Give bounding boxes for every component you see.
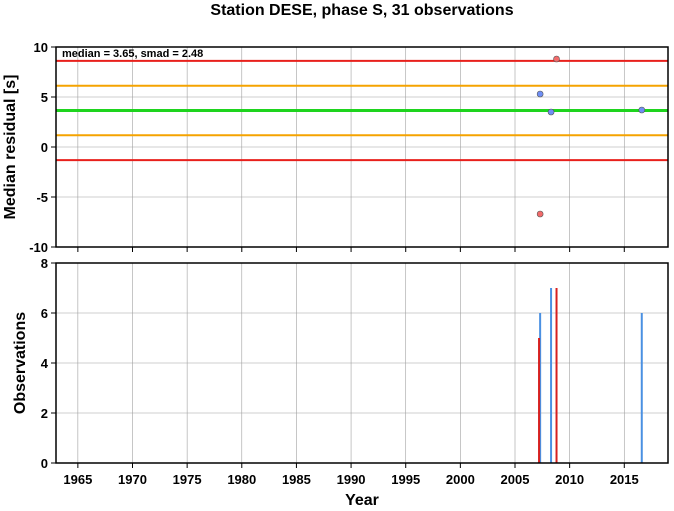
- x-tick-label: 1975: [173, 472, 202, 487]
- data-point: [638, 106, 646, 114]
- residual-reference-lines: [56, 59, 668, 162]
- data-point: [536, 90, 544, 98]
- y-tick-label: 8: [41, 256, 48, 271]
- x-tick-label: 1965: [63, 472, 92, 487]
- y-tick-label: 5: [41, 90, 48, 105]
- data-point: [553, 55, 560, 63]
- stats-annotation: median = 3.65, smad = 2.48: [62, 48, 203, 60]
- y-tick-label: 4: [41, 356, 49, 371]
- data-point: [536, 210, 544, 218]
- observations-y-axis-label: Observations: [12, 312, 29, 414]
- x-ticks: 1965 1970 1975 1980 1985 1990 1995 2000 2005 2010…: [63, 463, 639, 487]
- y-tick-label: 10: [34, 40, 48, 55]
- residual-y-axis-label: Median residual [s]: [2, 75, 19, 220]
- x-tick-label: 2015: [610, 472, 639, 487]
- x-tick-label: 1980: [227, 472, 256, 487]
- observations-grid: [56, 262, 668, 464]
- y-tick-label: 6: [41, 306, 48, 321]
- data-point: [547, 108, 555, 116]
- x-tick-label: 2000: [446, 472, 475, 487]
- residual-grid: [56, 46, 668, 248]
- observations-y-ticks: 8 6 4 2 0: [41, 256, 56, 471]
- chart-title: Station DESE, phase S, 31 observations: [210, 2, 513, 19]
- x-axis-label: Year: [345, 492, 379, 509]
- residual-points: [536, 55, 646, 218]
- y-tick-label: -5: [36, 190, 48, 205]
- residual-y-ticks: 10 5 0 -5 -10: [29, 40, 625, 255]
- y-tick-label: 0: [41, 456, 48, 471]
- x-tick-label: 1985: [282, 472, 311, 487]
- y-tick-label: 2: [41, 406, 48, 421]
- x-tick-label: 1970: [118, 472, 147, 487]
- x-tick-label: 1995: [391, 472, 420, 487]
- x-tick-label: 2005: [501, 472, 530, 487]
- y-tick-label: 0: [41, 140, 48, 155]
- x-tick-label: 1990: [337, 472, 366, 487]
- x-tick-label: 2010: [555, 472, 584, 487]
- y-tick-label: -10: [29, 240, 48, 255]
- observations-bars: [538, 288, 643, 463]
